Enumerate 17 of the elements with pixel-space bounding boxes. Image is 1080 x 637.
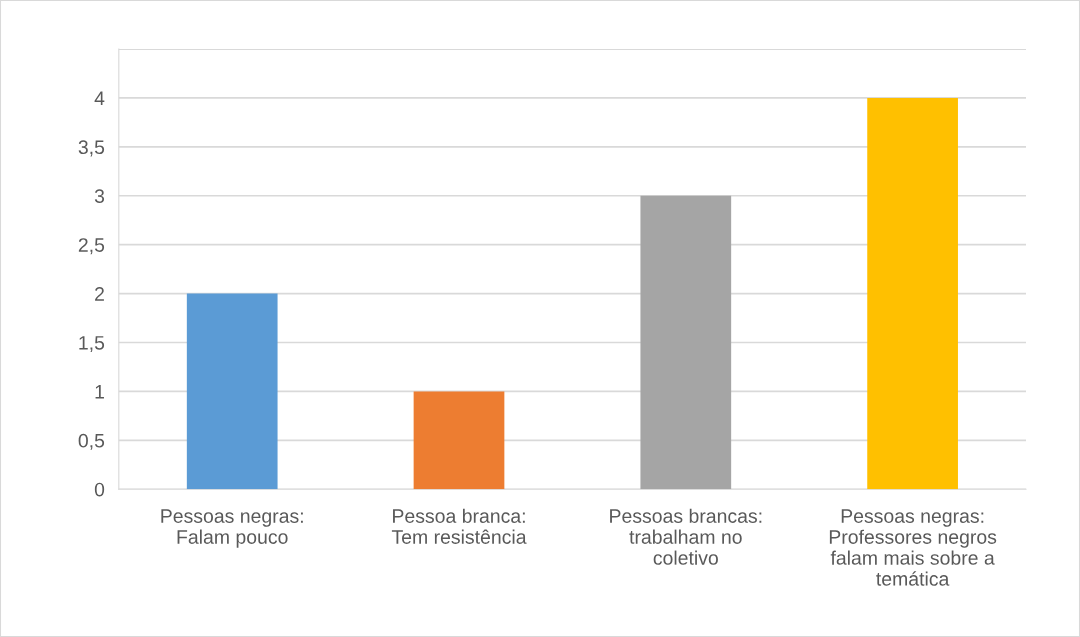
y-tick-label: 3 bbox=[94, 189, 105, 204]
x-tick-label: Pessoas brancas: trabalham no coletivo bbox=[610, 508, 762, 565]
y-tick-label: 2 bbox=[95, 287, 104, 301]
y-tick-label: 1 bbox=[95, 385, 104, 399]
y-tick-label: 1,5 bbox=[79, 336, 105, 353]
y-tick-label: 2,5 bbox=[78, 238, 105, 255]
y-tick-label: 4 bbox=[94, 91, 105, 105]
y-tick-label: 3,5 bbox=[78, 140, 105, 157]
y-tick-label: 0,5 bbox=[78, 433, 105, 450]
bar bbox=[640, 195, 732, 490]
bar bbox=[867, 97, 958, 490]
bar bbox=[186, 293, 278, 490]
x-tick-label: Pessoas negras: Falam pouco bbox=[161, 509, 303, 548]
x-tick-label: Pessoas negras: Professores negros falam mais sobre a temática bbox=[829, 509, 997, 586]
y-tick-label: 0 bbox=[94, 482, 105, 497]
bar bbox=[413, 391, 505, 490]
x-tick-label: Pessoa branca: Tem resistência bbox=[391, 508, 527, 544]
